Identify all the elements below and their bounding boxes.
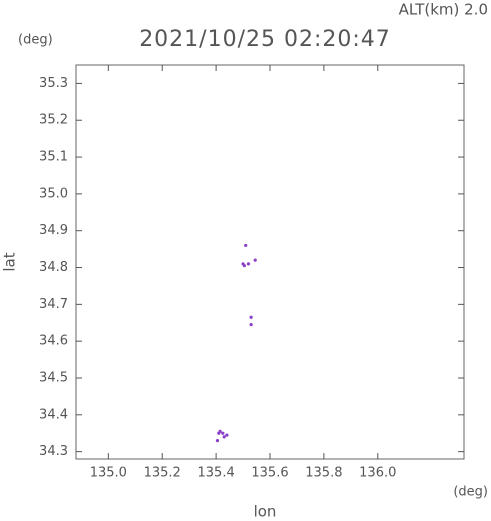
y-axis-label: lat [1,252,19,271]
echo-point [253,258,257,262]
x-tick-label: 135.6 [251,466,288,481]
y-tick-label: 34.6 [39,334,68,349]
y-tick-label: 34.7 [39,297,68,312]
x-tick-label: 135.0 [90,466,127,481]
echo-point [249,315,253,319]
y-tick-label: 35.3 [39,76,68,91]
y-tick-label: 34.5 [39,370,68,385]
x-unit: (deg) [453,485,488,500]
echo-point [215,438,220,443]
x-axis-label: lon [254,503,277,521]
y-tick-label: 35.0 [39,186,68,201]
echo-point [218,429,222,433]
echo-point [249,322,253,327]
y-tick-label: 35.1 [39,150,68,165]
y-unit: (deg) [18,33,53,48]
y-tick-label: 34.9 [39,223,68,238]
echo-point [222,435,226,439]
echo-point [225,433,229,437]
echo-point [221,431,225,435]
y-tick-label: 35.2 [39,113,68,128]
x-tick-label: 135.8 [305,466,342,481]
echo-point [246,262,251,266]
echo-point [242,264,247,268]
altitude-label: ALT(km) 2.0 [399,1,488,19]
plot-frame [75,64,465,460]
x-tick-label: 135.4 [198,466,235,481]
y-tick-label: 34.4 [39,407,68,422]
echo-point [244,243,248,248]
y-tick-label: 34.3 [39,444,68,459]
chart-title: 2021/10/25 02:20:47 [139,27,391,52]
x-tick-label: 136.0 [359,466,396,481]
x-tick-label: 135.2 [144,466,181,481]
y-tick-label: 34.8 [39,260,68,275]
